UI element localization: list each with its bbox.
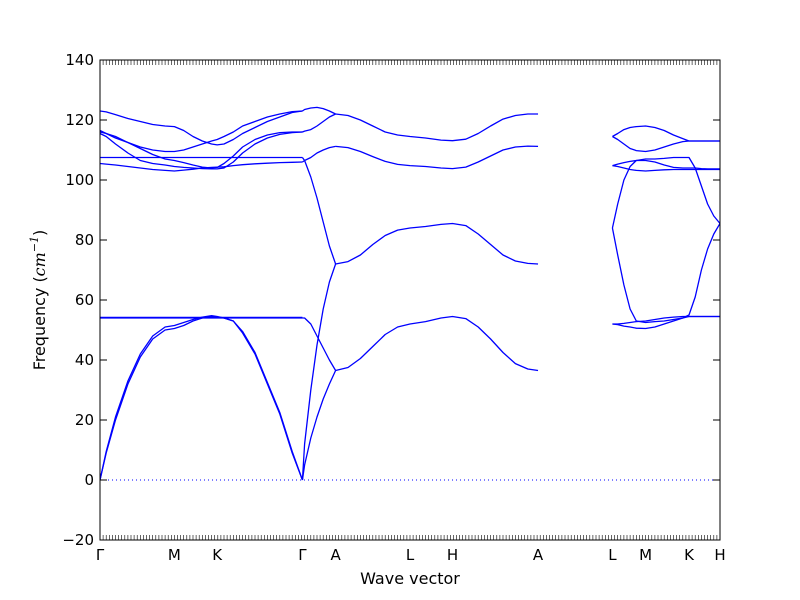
y-axis-label-prefix: Frequency (	[30, 276, 49, 370]
band-line-seg3-band5	[612, 159, 720, 170]
band-line-seg0-band5	[100, 131, 303, 170]
band-line-seg1-band3	[301, 157, 337, 265]
y-axis: −20 0 20 40 60 80 100 120 140	[62, 51, 720, 549]
band-line-seg0-band9	[100, 110, 303, 153]
band-line-seg3-band7	[612, 125, 720, 142]
band-line-seg1-band2	[302, 317, 337, 371]
band-line-seg3-band6	[612, 135, 720, 153]
y-tick-label: 120	[65, 111, 94, 129]
band-line-seg2-band3	[335, 113, 539, 142]
x-axis-label: Wave vector	[360, 569, 460, 588]
y-tick-label: 40	[75, 351, 94, 369]
band-line-seg3-band3	[611, 156, 720, 229]
x-tick-label: K	[684, 546, 695, 564]
y-tick-label: 0	[84, 471, 94, 489]
y-tick-label: 80	[75, 231, 94, 249]
band-line-seg1-band5	[302, 113, 336, 133]
x-tick-label: Γ	[96, 546, 105, 564]
y-axis-label-unit: cm	[30, 252, 49, 276]
plot-frame	[99, 59, 721, 541]
y-tick-label: −20	[62, 531, 94, 549]
plot-area	[100, 106, 720, 481]
band-line-seg2-band1	[335, 222, 539, 265]
x-tick-label: M	[639, 546, 652, 564]
band-line-seg1-band1	[301, 263, 337, 481]
x-tick-label: A	[533, 546, 544, 564]
band-line-seg3-band1	[612, 315, 720, 325]
x-tick-label: H	[714, 546, 725, 564]
band-line-seg3-band4	[612, 164, 720, 172]
band-lines	[100, 106, 720, 481]
y-tick-label: 100	[65, 171, 94, 189]
x-tick-label: L	[608, 546, 617, 564]
band-line-seg0-band1	[100, 314, 304, 481]
x-tick-label: L	[406, 546, 415, 564]
y-axis-label: Frequency (cm−1)	[28, 230, 49, 371]
y-tick-label: 140	[65, 51, 94, 69]
band-line-seg2-band0	[335, 315, 539, 372]
x-tick-label: K	[212, 546, 223, 564]
x-tick-label: A	[330, 546, 341, 564]
band-line-seg1-band4	[302, 145, 336, 163]
band-line-seg2-band2	[335, 145, 539, 170]
x-tick-label: M	[168, 546, 181, 564]
band-line-seg1-band6	[302, 106, 336, 115]
y-tick-label: 60	[75, 291, 94, 309]
y-tick-label: 20	[75, 411, 94, 429]
x-tick-label: Γ	[298, 546, 307, 564]
band-line-seg3-band2	[611, 223, 720, 324]
band-line-seg1-band0	[301, 370, 337, 481]
x-tick-label: H	[447, 546, 458, 564]
y-axis-label-exponent: −1	[28, 236, 41, 252]
y-axis-label-suffix: )	[30, 230, 49, 236]
band-line-seg0-band8	[100, 110, 303, 146]
band-line-seg0-band0	[100, 315, 304, 481]
